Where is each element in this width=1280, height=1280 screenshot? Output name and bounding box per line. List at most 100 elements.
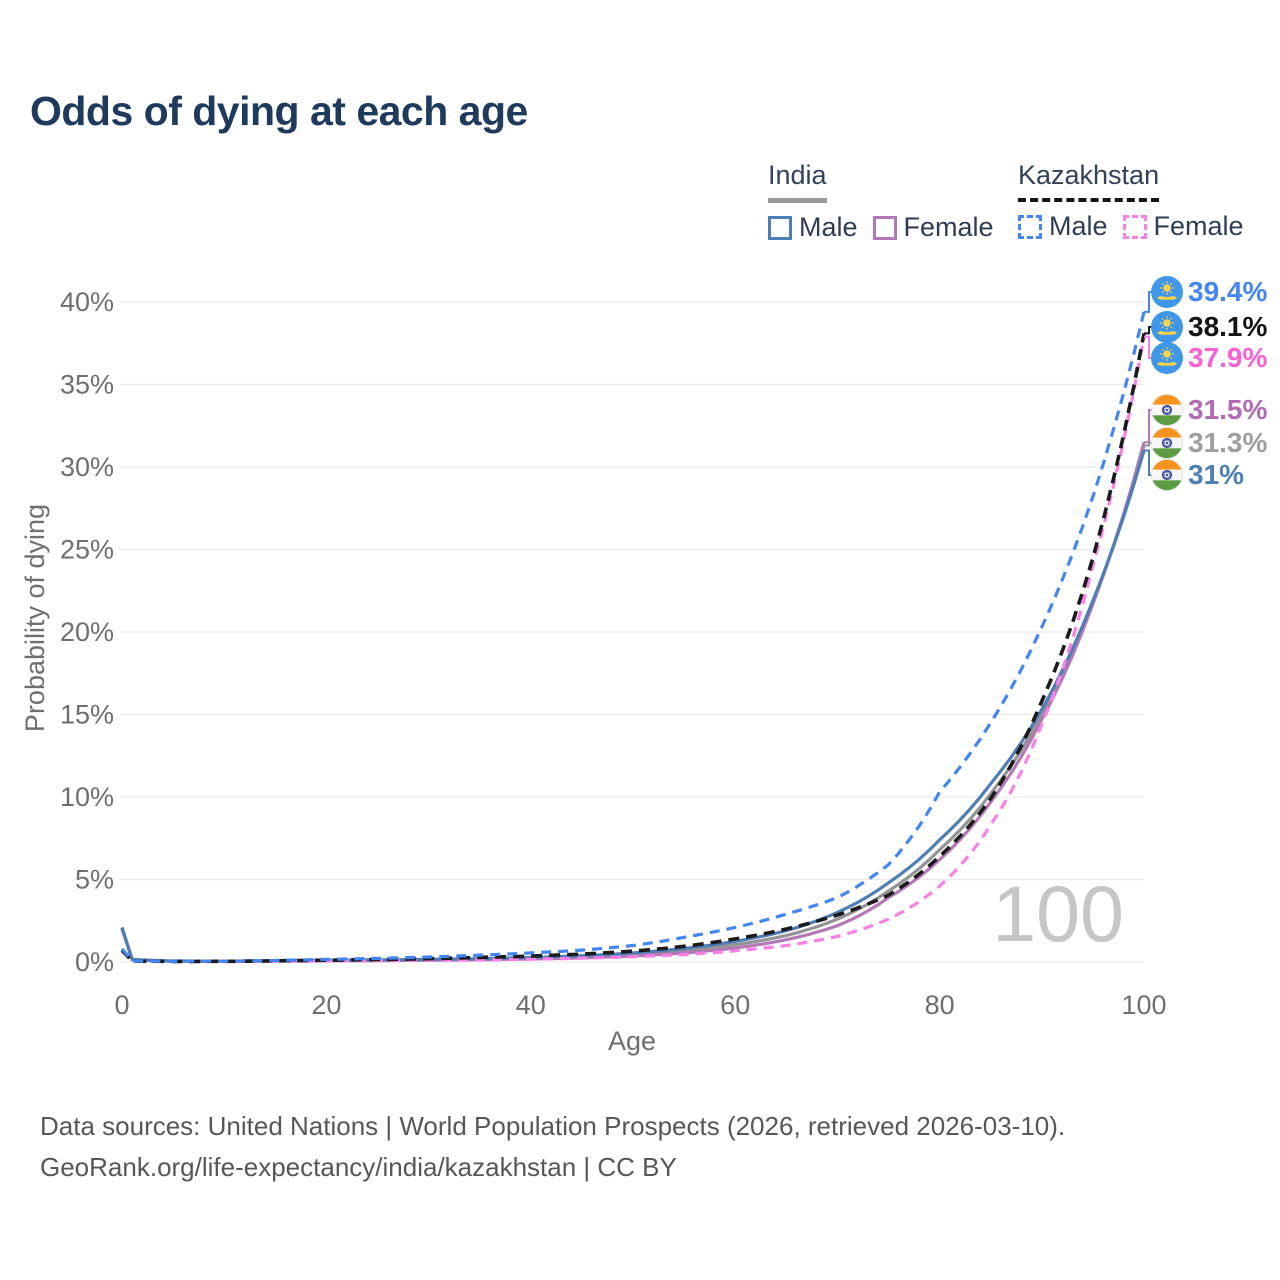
y-tick-label: 40% (60, 287, 114, 317)
flag-border (1150, 393, 1184, 427)
legend-india-female-swatch[interactable] (872, 215, 897, 240)
flag-sun-ray (1170, 357, 1173, 360)
legend-kazakhstan-female-swatch[interactable] (1122, 214, 1147, 239)
y-tick-label: 20% (60, 617, 114, 647)
legend-india-male-label: Male (799, 212, 858, 242)
flag-chakra-spoke (1166, 406, 1168, 408)
flag-sun-ray (1170, 291, 1173, 294)
kazakhstan-flag-icon (1151, 276, 1183, 308)
flag-chakra-center (1165, 408, 1169, 412)
india-flag-icon (1150, 426, 1184, 460)
x-tick-label: 0 (114, 990, 129, 1020)
legend-kazakhstan-male-swatch[interactable] (1018, 214, 1042, 239)
flag-chakra-spoke (1164, 407, 1166, 409)
flag-chakra-spoke (1164, 472, 1166, 474)
series-line-kazakhstan-male[interactable] (120, 311, 1146, 963)
watermark: 100 (992, 869, 1124, 958)
flag-chakra-spoke (1169, 442, 1171, 444)
x-tick-label: 60 (720, 990, 750, 1020)
flag-sun-ray (1170, 317, 1173, 320)
legend-kazakhstan-female-label: Female (1153, 211, 1244, 241)
flag-chakra-spoke (1168, 407, 1170, 409)
end-label-connector-kazakhstan-total (1144, 326, 1152, 335)
x-tick-label: 20 (311, 990, 341, 1020)
flag-chakra (1161, 469, 1173, 481)
series-line-india-total[interactable] (120, 445, 1146, 963)
flag-sun-ray (1161, 291, 1164, 294)
y-tick-label: 10% (60, 782, 114, 812)
flag-chakra-spoke (1163, 409, 1165, 411)
flag-saffron-band (1151, 459, 1183, 470)
y-tick-label: 25% (60, 535, 114, 565)
flag-chakra-spoke (1166, 445, 1168, 447)
flag-chakra-spoke (1169, 474, 1171, 476)
flag-green-band (1151, 448, 1183, 459)
series-line-kazakhstan-total[interactable] (120, 333, 1146, 964)
flag-sun-ray (1161, 357, 1164, 360)
series-line-india-male[interactable] (120, 450, 1146, 963)
end-value-label-india-female: 31.5% (1188, 394, 1267, 425)
flag-sun-ray (1161, 348, 1164, 351)
end-label-connector-kazakhstan-female (1144, 335, 1152, 359)
flag-border (1150, 458, 1184, 492)
legend-india-female-label: Female (903, 212, 994, 242)
x-tick-label: 100 (1121, 990, 1166, 1020)
y-tick-label: 15% (60, 700, 114, 730)
legend-kazakhstan-title[interactable]: Kazakhstan (1018, 160, 1160, 202)
flag-chakra-spoke (1164, 476, 1166, 478)
legend-india-male-swatch[interactable] (768, 215, 792, 240)
flag-sun-ray (1170, 348, 1173, 351)
series-line-india-female[interactable] (120, 441, 1146, 963)
flag-chakra-spoke (1163, 442, 1165, 444)
flag-chakra-spoke (1168, 476, 1170, 478)
flag-chakra-spoke (1166, 412, 1168, 414)
flag-chakra-spoke (1169, 409, 1171, 411)
kazakhstan-flag-icon (1151, 311, 1183, 343)
series-line-kazakhstan-female[interactable] (120, 336, 1146, 964)
y-axis-title: Probability of dying (20, 504, 50, 732)
flag-sun-ray (1161, 317, 1164, 320)
flag-field (1151, 276, 1183, 308)
x-tick-label: 40 (516, 990, 546, 1020)
legend-kazakhstan-male-label: Male (1049, 211, 1108, 241)
footer: Data sources: United Nations | World Pop… (40, 1106, 1065, 1188)
legend-india-title[interactable]: India (768, 160, 827, 203)
flag-eagle (1157, 362, 1177, 366)
flag-chakra-spoke (1164, 411, 1166, 413)
flag-chakra-spoke (1166, 471, 1168, 473)
flag-field (1151, 342, 1183, 374)
flag-field (1151, 311, 1183, 343)
flag-chakra-spoke (1168, 440, 1170, 442)
flag-sun-ray (1161, 282, 1164, 285)
flag-eagle (1157, 296, 1177, 300)
end-label-connector-kazakhstan-male (1144, 291, 1152, 313)
y-tick-label: 0% (75, 947, 114, 977)
flag-saffron-band (1151, 427, 1183, 438)
flag-sun-ray (1161, 326, 1164, 329)
flag-border (1150, 426, 1184, 460)
end-label-connector-india-male (1144, 449, 1152, 476)
flag-chakra-spoke (1168, 411, 1170, 413)
y-tick-label: 5% (75, 865, 114, 895)
flag-chakra-spoke (1163, 474, 1165, 476)
end-label-connector-india-total (1144, 442, 1152, 447)
flag-sun (1163, 284, 1171, 292)
end-value-label-india-total: 31.3% (1188, 427, 1267, 458)
flag-chakra-spoke (1168, 472, 1170, 474)
flag-chakra-spoke (1164, 440, 1166, 442)
end-value-label-kazakhstan-female: 37.9% (1188, 342, 1267, 373)
footer-url-line: GeoRank.org/life-expectancy/india/kazakh… (40, 1152, 677, 1182)
end-value-label-india-male: 31% (1188, 459, 1244, 490)
flag-saffron-band (1151, 394, 1183, 405)
flag-sun-ray (1170, 326, 1173, 329)
india-flag-icon (1150, 393, 1184, 427)
legend-group-india: India Male Female (768, 160, 1009, 243)
page-title: Odds of dying at each age (30, 88, 528, 134)
flag-eagle (1157, 331, 1177, 335)
flag-chakra-center (1165, 441, 1169, 445)
flag-sun-ray (1170, 282, 1173, 285)
flag-chakra-spoke (1166, 439, 1168, 441)
end-value-label-kazakhstan-male: 39.4% (1188, 276, 1267, 307)
